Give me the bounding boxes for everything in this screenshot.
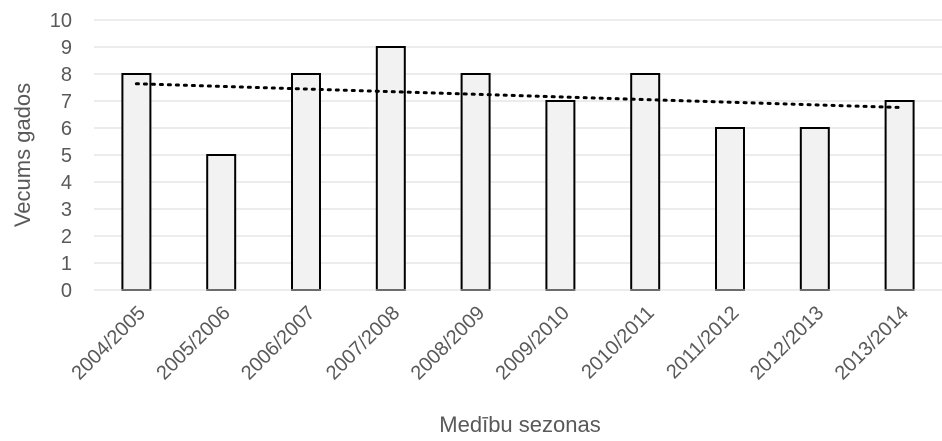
- bar: [206, 154, 237, 291]
- y-tick-label: 1: [61, 253, 72, 275]
- bar: [545, 100, 576, 291]
- x-tick-label: 2012/2013: [746, 302, 828, 384]
- bars: [121, 46, 915, 291]
- y-tick-label: 8: [61, 64, 72, 86]
- x-axis-ticks: 2004/2005 2005/2006 2006/2007 2007/2008 2008…: [68, 302, 914, 384]
- x-tick-label: 2005/2006: [152, 302, 234, 384]
- trendline: [134, 82, 902, 109]
- y-tick-label: 0: [61, 280, 72, 302]
- x-tick-label: 2004/2005: [68, 302, 150, 384]
- bar: [291, 73, 321, 291]
- bar: [630, 73, 661, 291]
- x-tick-label: 2010/2011: [577, 302, 658, 383]
- y-tick-label: 7: [61, 91, 72, 113]
- y-tick-label: 3: [61, 199, 72, 221]
- y-tick-label: 10: [50, 10, 72, 32]
- x-tick-label: 2008/2009: [407, 302, 489, 384]
- y-tick-label: 4: [61, 172, 72, 194]
- y-tick-label: 2: [61, 226, 72, 248]
- bar: [375, 46, 406, 291]
- y-axis-title: Vecums gados: [10, 83, 35, 227]
- y-tick-label: 5: [61, 145, 72, 167]
- bar: [121, 73, 152, 291]
- bar: [799, 127, 830, 291]
- x-tick-label: 2011/2012: [662, 302, 743, 383]
- x-tick-label: 2007/2008: [322, 302, 404, 384]
- x-tick-label: 2006/2007: [237, 302, 319, 384]
- x-tick-label: 2013/2014: [831, 302, 913, 384]
- bar: [460, 73, 491, 291]
- y-axis-ticks: 0 1 2 3 4 5 6 7 8 9 10: [50, 10, 72, 302]
- y-tick-label: 9: [61, 37, 72, 59]
- x-tick-label: 2009/2010: [492, 302, 574, 384]
- bar: [884, 100, 915, 291]
- bar: [715, 127, 745, 291]
- x-axis-title: Medību sezonas: [439, 412, 600, 437]
- y-tick-label: 6: [61, 118, 72, 140]
